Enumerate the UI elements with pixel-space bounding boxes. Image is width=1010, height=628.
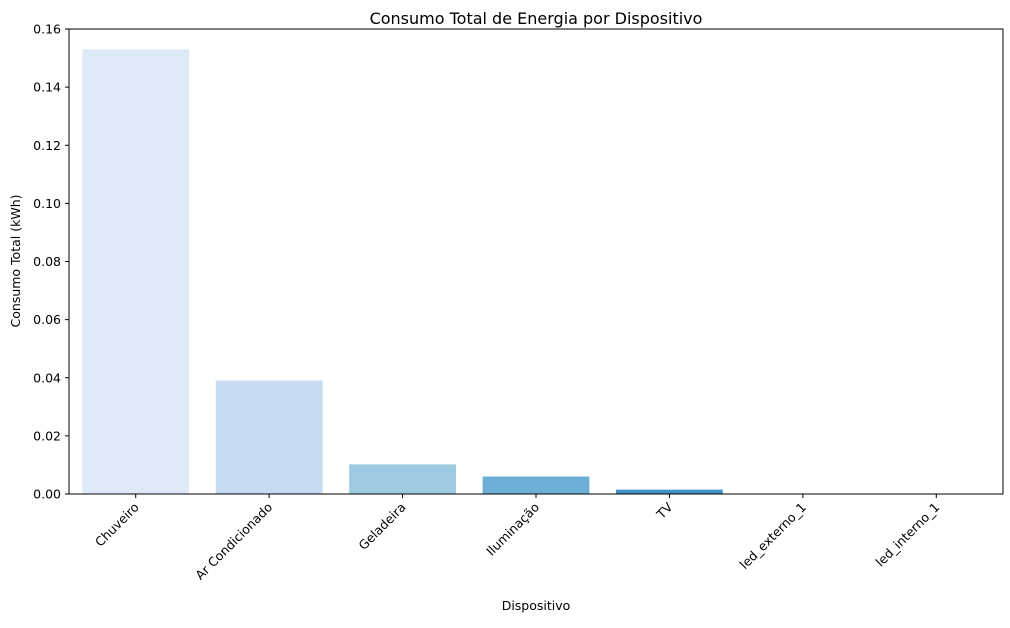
y-tick-label: 0.08	[33, 254, 61, 269]
x-tick-label: Iluminação	[483, 500, 542, 559]
bar-tv	[616, 489, 723, 494]
bar-ar-condicionado	[215, 380, 323, 494]
bar-ilumina-o	[482, 476, 590, 494]
y-tick-label: 0.16	[33, 22, 61, 37]
x-axis-ticks: Chuveiro Ar Condicionado Geladeira Iluminaç…	[92, 494, 942, 583]
y-tick-label: 0.04	[33, 370, 61, 385]
y-axis-ticks: 0.00 0.02 0.04 0.06 0.08 0.10 0.12 0.14 0.16	[33, 22, 69, 502]
bar-geladeira	[349, 464, 456, 494]
y-axis-label: Consumo Total (kWh)	[8, 195, 23, 328]
x-tick-label: led_interno_1	[872, 500, 942, 570]
x-tick-label: Chuveiro	[92, 500, 142, 550]
plot-frame	[68, 28, 1004, 495]
y-tick-label: 0.14	[33, 80, 61, 95]
chart-title: Consumo Total de Energia por Dispositivo	[370, 9, 703, 28]
y-tick-label: 0.02	[33, 428, 61, 443]
x-tick-label: TV	[653, 499, 676, 522]
y-tick-label: 0.10	[33, 196, 61, 211]
y-tick-label: 0.12	[33, 138, 61, 153]
x-tick-label: Ar Condicionado	[192, 500, 275, 583]
y-tick-label: 0.06	[33, 312, 61, 327]
bar-chuveiro	[82, 49, 190, 494]
y-tick-label: 0.00	[33, 487, 61, 502]
x-tick-label: Geladeira	[355, 500, 408, 553]
x-axis-label: Dispositivo	[502, 598, 571, 613]
bars-group	[82, 49, 723, 494]
x-tick-label: led_externo_1	[737, 500, 809, 572]
